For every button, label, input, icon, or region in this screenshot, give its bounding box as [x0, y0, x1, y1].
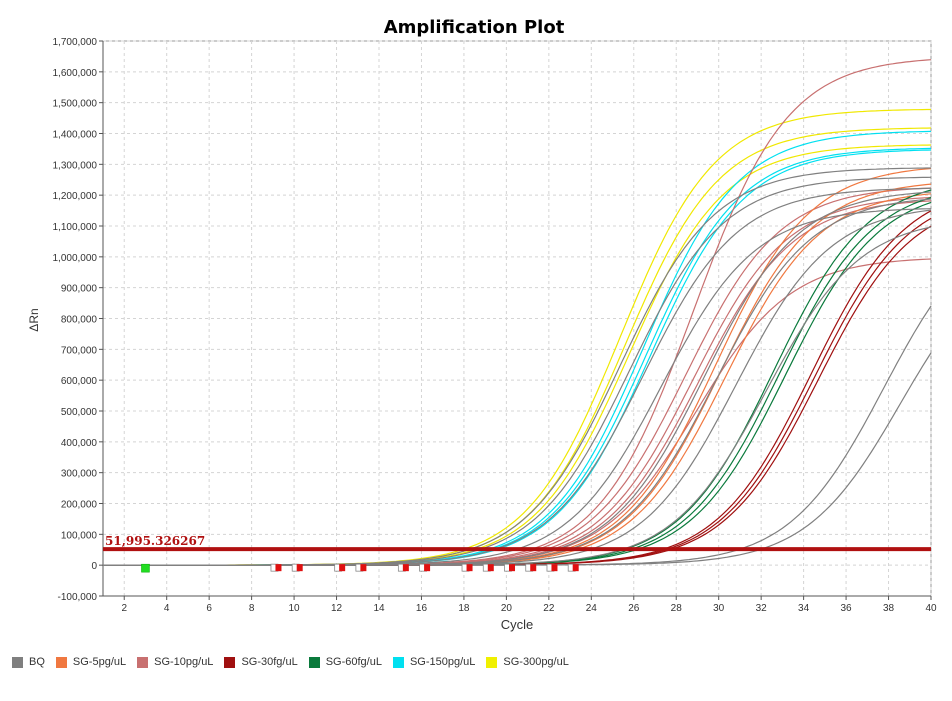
swatch-sg-5pg — [55, 656, 67, 668]
threshold-label: 51,995.326267 — [105, 534, 205, 548]
x-tick-label: 40 — [925, 603, 937, 614]
y-tick-label: 1,300,000 — [53, 160, 98, 171]
baseline-end-marker — [466, 564, 473, 572]
x-tick-label: 34 — [798, 603, 810, 614]
x-tick-label: 8 — [249, 603, 255, 614]
swatch-sg-60fg — [308, 656, 320, 668]
legend-label: SG-60fg/uL — [325, 656, 382, 668]
swatch-sg-150pg — [392, 656, 404, 668]
x-tick-label: 20 — [501, 603, 513, 614]
x-tick-label: 4 — [164, 603, 170, 614]
legend-label: SG-5pg/uL — [72, 656, 127, 668]
y-tick-label: 1,200,000 — [53, 191, 98, 202]
y-tick-label: 900,000 — [61, 284, 98, 295]
baseline-start-marker — [141, 563, 150, 573]
x-tick-label: 38 — [883, 603, 895, 614]
chart-title: Amplification Plot — [384, 17, 565, 38]
baseline-end-marker — [424, 564, 431, 572]
grid-lines — [102, 40, 932, 597]
baseline-end-marker — [296, 564, 303, 572]
baseline-markers — [141, 563, 579, 573]
baseline-end-marker — [530, 564, 537, 572]
swatch-sg-300pg — [486, 656, 498, 668]
legend-label: SG-10pg/uL — [154, 656, 214, 668]
baseline-end-marker — [509, 564, 516, 572]
legend-label: SG-150pg/uL — [409, 656, 476, 668]
legend: BQ SG-5pg/uL SG-10pg/uL SG-30fg/uL SG-60… — [12, 654, 580, 670]
x-tick-label: 16 — [416, 603, 428, 614]
y-tick-label: 1,700,000 — [53, 37, 98, 48]
swatch-sg-30fg — [224, 656, 236, 668]
x-tick-label: 30 — [713, 603, 725, 614]
y-tick-label: 0 — [91, 561, 97, 572]
y-tick-label: 1,500,000 — [53, 99, 98, 110]
x-axis-label: Cycle — [501, 617, 534, 632]
legend-label: SG-30fg/uL — [241, 656, 298, 668]
x-tick-label: 32 — [756, 603, 768, 614]
x-tick-label: 18 — [458, 603, 470, 614]
x-tick-label: 10 — [289, 603, 301, 614]
x-tick-label: 26 — [628, 603, 640, 614]
x-tick-label: 2 — [121, 603, 127, 614]
swatch-sg-10pg — [137, 656, 149, 668]
legend-label: BQ — [29, 656, 45, 668]
y-tick-label: -100,000 — [58, 592, 98, 603]
legend-item-sg-150pg[interactable]: SG-150pg/uL — [392, 656, 476, 668]
swatch-bq — [12, 656, 23, 668]
y-tick-label: 1,000,000 — [53, 253, 98, 264]
legend-item-sg-30fg[interactable]: SG-30fg/uL — [224, 656, 298, 668]
x-tick-label: 28 — [671, 603, 683, 614]
x-tick-label: 14 — [373, 603, 385, 614]
y-tick-label: 700,000 — [61, 345, 98, 356]
legend-label: SG-300pg/uL — [503, 656, 569, 668]
baseline-end-marker — [551, 564, 558, 572]
x-tick-label: 6 — [206, 603, 212, 614]
y-tick-label: 300,000 — [61, 469, 98, 480]
y-tick-label: 600,000 — [61, 376, 98, 387]
legend-item-sg-10pg[interactable]: SG-10pg/uL — [137, 656, 213, 668]
x-tick-label: 36 — [841, 603, 853, 614]
y-tick-label: 1,600,000 — [53, 68, 98, 79]
y-tick-label: 500,000 — [61, 407, 98, 418]
curve-bq-10 — [103, 352, 932, 566]
legend-item-bq[interactable]: BQ — [12, 656, 45, 668]
y-axis-label: ΔRn — [27, 308, 41, 331]
threshold-line[interactable]: 51,995.326267 — [103, 534, 931, 552]
baseline-end-marker — [339, 564, 346, 572]
x-tick-label: 24 — [586, 603, 598, 614]
x-tick-label: 22 — [543, 603, 555, 614]
legend-item-sg-5pg[interactable]: SG-5pg/uL — [55, 656, 127, 668]
baseline-end-marker — [572, 564, 579, 572]
axes: -100,000 0 100,000 200,000 300,000 400,000 500… — [53, 37, 937, 614]
y-tick-label: 800,000 — [61, 315, 98, 326]
y-tick-label: 1,100,000 — [53, 222, 98, 233]
baseline-end-marker — [360, 564, 367, 572]
y-tick-label: 400,000 — [61, 438, 98, 449]
legend-item-sg-60fg[interactable]: SG-60fg/uL — [308, 656, 382, 668]
y-tick-label: 200,000 — [61, 500, 98, 511]
x-tick-label: 12 — [331, 603, 343, 614]
y-tick-label: 100,000 — [61, 530, 98, 541]
amplification-curves — [103, 59, 932, 566]
baseline-end-marker — [275, 564, 282, 572]
baseline-end-marker — [487, 564, 494, 572]
baseline-end-marker — [402, 564, 409, 572]
legend-item-sg-300pg[interactable]: SG-300pg/uL — [486, 656, 569, 668]
y-tick-label: 1,400,000 — [53, 130, 98, 141]
